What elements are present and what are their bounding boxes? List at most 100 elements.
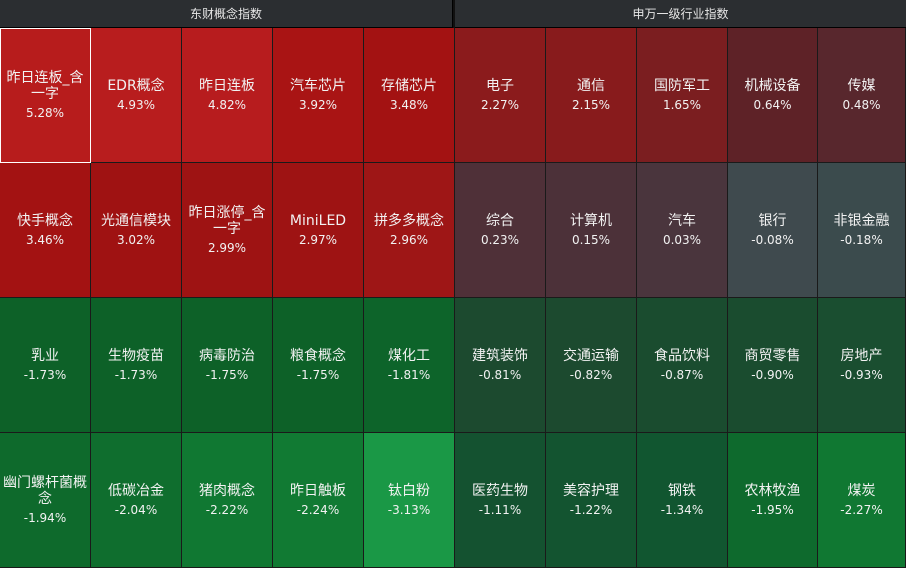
tile-change-percent: 3.48%	[389, 98, 429, 112]
heatmap-tile[interactable]: 机械设备 0.64%	[728, 28, 818, 163]
tile-name: 房地产	[840, 348, 883, 364]
heatmap-tile[interactable]: 电子 2.27%	[455, 28, 546, 163]
heatmap-tile[interactable]: 计算机 0.15%	[546, 163, 637, 298]
heatmap-tile[interactable]: 商贸零售 -0.90%	[728, 298, 818, 433]
tile-name: 汽车芯片	[290, 78, 346, 94]
heatmap-tile[interactable]: 昨日触板 -2.24%	[273, 433, 364, 568]
heatmap-tile[interactable]: 医药生物 -1.11%	[455, 433, 546, 568]
heatmap-tile[interactable]: 汽车 0.03%	[637, 163, 728, 298]
heatmap-tile[interactable]: 国防军工 1.65%	[637, 28, 728, 163]
tile-change-percent: -0.81%	[478, 368, 522, 382]
tile-change-percent: 0.64%	[753, 98, 792, 112]
tile-change-percent: 2.15%	[571, 98, 611, 112]
heatmap-tile[interactable]: 通信 2.15%	[546, 28, 637, 163]
heatmap-tile[interactable]: 粮食概念 -1.75%	[273, 298, 364, 433]
heatmap-tile[interactable]: 煤炭 -2.27%	[818, 433, 906, 568]
heatmap-tile[interactable]: 猪肉概念 -2.22%	[182, 433, 273, 568]
tile-name: 机械设备	[744, 78, 801, 94]
heatmap-tile[interactable]: 食品饮料 -0.87%	[637, 298, 728, 433]
tile-name: 病毒防治	[199, 348, 255, 364]
industry-index-heatmap: 电子 2.27% 通信 2.15% 国防军工 1.65% 机械设备 0.64% 传媒 0.48% 综…	[455, 28, 906, 568]
heatmap-tile[interactable]: 银行 -0.08%	[728, 163, 818, 298]
tile-change-percent: 2.99%	[207, 241, 247, 255]
tile-name: 银行	[758, 213, 787, 229]
heatmap-tile[interactable]: 低碳冶金 -2.04%	[91, 433, 182, 568]
tile-change-percent: -0.18%	[840, 233, 883, 247]
tile-name: 电子	[486, 78, 514, 94]
tile-change-percent: 5.28%	[25, 106, 65, 120]
heatmap-tile[interactable]: 病毒防治 -1.75%	[182, 298, 273, 433]
tile-change-percent: -3.13%	[387, 503, 431, 517]
heatmap-tile[interactable]: 房地产 -0.93%	[818, 298, 906, 433]
tile-name: 猪肉概念	[199, 483, 255, 499]
heatmap-tile[interactable]: 乳业 -1.73%	[0, 298, 91, 433]
heatmap-tile[interactable]: 农林牧渔 -1.95%	[728, 433, 818, 568]
tile-change-percent: -0.90%	[751, 368, 794, 382]
tile-name: 煤炭	[847, 483, 876, 499]
tile-name: 煤化工	[388, 348, 430, 364]
heatmap-tile[interactable]: 快手概念 3.46%	[0, 163, 91, 298]
tile-change-percent: 0.23%	[480, 233, 520, 247]
tile-name: 建筑装饰	[472, 348, 528, 364]
tile-name: 食品饮料	[654, 348, 710, 364]
heatmap-tile[interactable]: 钛白粉 -3.13%	[364, 433, 455, 568]
heatmap-tile[interactable]: 昨日连板 4.82%	[182, 28, 273, 163]
tile-name: 国防军工	[654, 78, 710, 94]
tile-name: 昨日连板_含一字	[6, 70, 84, 102]
tile-name: 低碳冶金	[108, 483, 164, 499]
concept-index-heatmap: 昨日连板_含一字 5.28% EDR概念 4.93% 昨日连板 4.82% 汽车芯片 3.92…	[0, 28, 455, 568]
tile-change-percent: -1.95%	[751, 503, 794, 517]
heatmap-tile[interactable]: 建筑装饰 -0.81%	[455, 298, 546, 433]
heatmap-tile[interactable]: 钢铁 -1.34%	[637, 433, 728, 568]
tile-name: 医药生物	[472, 483, 528, 499]
tile-change-percent: 2.27%	[480, 98, 520, 112]
tile-name: 非银金融	[833, 213, 890, 229]
tile-name: 计算机	[570, 213, 612, 229]
tile-change-percent: 3.46%	[25, 233, 65, 247]
heatmap-tile[interactable]: 交通运输 -0.82%	[546, 298, 637, 433]
tile-change-percent: 1.65%	[662, 98, 702, 112]
tile-change-percent: -1.11%	[478, 503, 522, 517]
tile-name: 钢铁	[668, 483, 696, 499]
tile-change-percent: 2.96%	[389, 233, 429, 247]
heatmap-tile[interactable]: 综合 0.23%	[455, 163, 546, 298]
tile-name: MiniLED	[289, 213, 347, 229]
tile-change-percent: -0.87%	[660, 368, 704, 382]
right-panel-title: 申万一级行业指数	[455, 0, 906, 28]
heatmap-tile[interactable]: 汽车芯片 3.92%	[273, 28, 364, 163]
tile-name: 昨日触板	[290, 483, 346, 499]
tile-name: 幽门螺杆菌概念	[3, 475, 87, 507]
heatmap-tile[interactable]: 美容护理 -1.22%	[546, 433, 637, 568]
left-panel-title: 东财概念指数	[0, 0, 453, 28]
tile-name: 交通运输	[563, 348, 619, 364]
heatmap-tile[interactable]: 光通信模块 3.02%	[91, 163, 182, 298]
tile-change-percent: -1.22%	[569, 503, 613, 517]
tile-change-percent: -0.82%	[569, 368, 613, 382]
heatmap-tile[interactable]: 存储芯片 3.48%	[364, 28, 455, 163]
heatmap-tile[interactable]: 非银金融 -0.18%	[818, 163, 906, 298]
heatmap-tile[interactable]: 幽门螺杆菌概念 -1.94%	[0, 433, 91, 568]
tile-change-percent: 0.15%	[571, 233, 611, 247]
tile-name: 美容护理	[563, 483, 619, 499]
tile-name: EDR概念	[107, 78, 165, 94]
tile-name: 光通信模块	[101, 213, 171, 229]
tile-change-percent: 4.82%	[207, 98, 247, 112]
tile-change-percent: -1.81%	[387, 368, 431, 382]
tile-name: 钛白粉	[388, 483, 430, 499]
tile-change-percent: -1.94%	[23, 511, 67, 525]
heatmap-tile[interactable]: 昨日涨停_含一字 2.99%	[182, 163, 273, 298]
tile-name: 拼多多概念	[374, 213, 444, 229]
heatmap-tile[interactable]: MiniLED 2.97%	[273, 163, 364, 298]
heatmap-tile[interactable]: 煤化工 -1.81%	[364, 298, 455, 433]
tile-change-percent: -1.75%	[205, 368, 249, 382]
tile-change-percent: -2.24%	[296, 503, 340, 517]
tile-change-percent: -1.34%	[660, 503, 704, 517]
heatmap-tile[interactable]: 传媒 0.48%	[818, 28, 906, 163]
tile-change-percent: -2.04%	[114, 503, 158, 517]
heatmap-tile[interactable]: 昨日连板_含一字 5.28%	[0, 28, 91, 163]
heatmap-tile[interactable]: 拼多多概念 2.96%	[364, 163, 455, 298]
tile-change-percent: -0.08%	[751, 233, 794, 247]
tile-name: 粮食概念	[290, 348, 346, 364]
heatmap-tile[interactable]: 生物疫苗 -1.73%	[91, 298, 182, 433]
heatmap-tile[interactable]: EDR概念 4.93%	[91, 28, 182, 163]
